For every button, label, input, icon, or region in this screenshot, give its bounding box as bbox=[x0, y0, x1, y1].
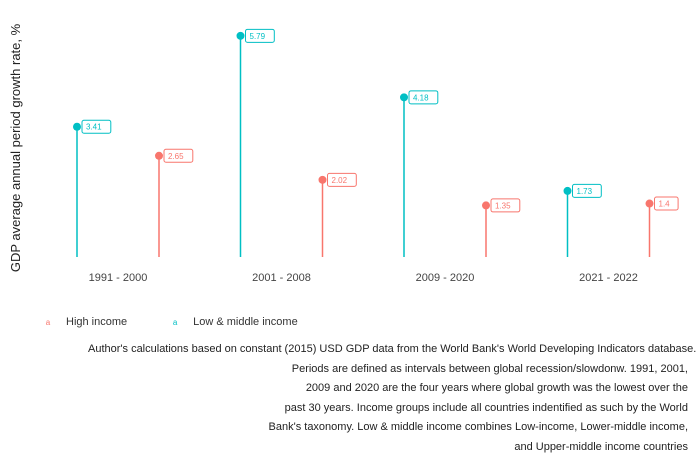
data-label-low-middle-income: 5.79 bbox=[250, 32, 266, 41]
x-tick-label: 2021 - 2022 bbox=[579, 272, 638, 284]
point-low-middle-income bbox=[400, 93, 408, 101]
caption-line: past 30 years. Income groups include all… bbox=[88, 399, 688, 419]
caption-line: Bank's taxonomy. Low & middle income com… bbox=[88, 418, 688, 438]
data-label-high-income: 2.02 bbox=[332, 176, 348, 185]
point-high-income bbox=[319, 176, 327, 184]
point-high-income bbox=[646, 200, 654, 208]
data-label-low-middle-income: 4.18 bbox=[413, 93, 429, 102]
y-axis-label: GDP average annual period growth rate, % bbox=[8, 23, 23, 272]
legend: a High income a Low & middle income bbox=[40, 316, 338, 328]
point-low-middle-income bbox=[73, 123, 81, 131]
legend-label-high-income: High income bbox=[66, 316, 127, 328]
legend-item-high-income: a High income bbox=[40, 316, 127, 328]
caption-line: Author's calculations based on constant … bbox=[88, 340, 688, 360]
caption-line: 2009 and 2020 are the four years where g… bbox=[88, 379, 688, 399]
x-tick-label: 2009 - 2020 bbox=[416, 272, 475, 284]
point-high-income bbox=[482, 201, 490, 209]
data-label-high-income: 1.4 bbox=[659, 200, 671, 209]
data-label-low-middle-income: 1.73 bbox=[577, 187, 593, 196]
point-low-middle-income bbox=[564, 187, 572, 195]
legend-label-low-middle-income: Low & middle income bbox=[193, 316, 298, 328]
point-high-income bbox=[155, 152, 163, 160]
legend-item-low-middle-income: a Low & middle income bbox=[167, 316, 298, 328]
legend-key-high-income: a bbox=[40, 318, 56, 327]
chart-plot: GDP average annual period growth rate, %… bbox=[0, 0, 700, 300]
data-label-low-middle-income: 3.41 bbox=[86, 123, 102, 132]
chart-caption: Author's calculations based on constant … bbox=[88, 340, 688, 457]
data-label-high-income: 2.65 bbox=[168, 152, 184, 161]
legend-key-low-middle-income: a bbox=[167, 318, 183, 327]
x-tick-label: 1991 - 2000 bbox=[89, 272, 148, 284]
caption-line: and Upper-middle income countries bbox=[88, 438, 688, 457]
caption-line: Periods are defined as intervals between… bbox=[88, 360, 688, 380]
x-tick-label: 2001 - 2008 bbox=[252, 272, 311, 284]
data-label-high-income: 1.35 bbox=[495, 201, 511, 210]
point-low-middle-income bbox=[237, 32, 245, 40]
